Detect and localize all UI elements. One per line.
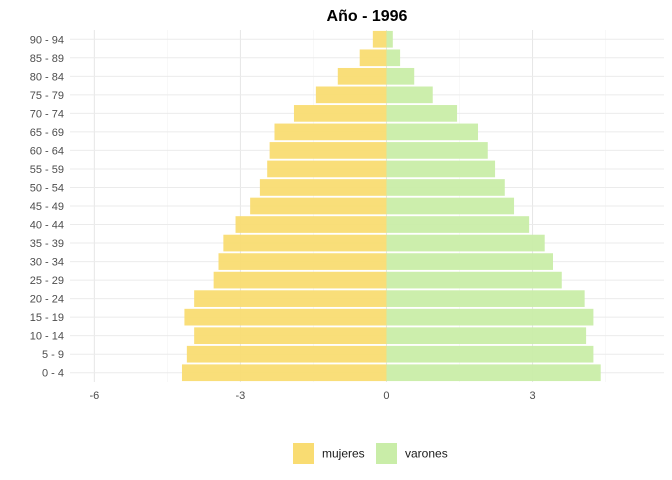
bar-mujeres-13 (274, 123, 387, 141)
bar-varones-8 (386, 216, 530, 233)
bar-varones-17 (386, 49, 401, 67)
bar-mujeres-3 (184, 308, 387, 326)
y-tick-label: 60 - 64 (30, 145, 64, 157)
x-tick-labels: -6 -3 0 3 (89, 390, 535, 402)
bar-varones-13 (386, 123, 479, 141)
y-tick-label: 65 - 69 (30, 127, 64, 139)
bar-mujeres-17 (359, 49, 387, 67)
bar-mujeres-1 (186, 345, 387, 363)
y-tick-label: 35 - 39 (30, 238, 64, 250)
bar-varones-2 (386, 327, 587, 345)
legend-label-varones: varones (405, 447, 448, 461)
bar-varones-1 (386, 345, 594, 363)
bar-mujeres-5 (213, 271, 387, 289)
bar-varones-4 (386, 290, 585, 307)
y-tick-label: 75 - 79 (30, 90, 64, 102)
y-tick-label: 45 - 49 (30, 201, 64, 213)
bar-mujeres-6 (218, 253, 387, 270)
y-tick-label: 5 - 9 (42, 349, 64, 361)
x-tick-label: 0 (383, 390, 389, 402)
bar-varones-10 (386, 179, 505, 196)
bar-mujeres-14 (293, 105, 387, 122)
bar-varones-14 (386, 105, 458, 122)
bar-mujeres-4 (194, 290, 387, 307)
y-tick-label: 30 - 34 (30, 257, 64, 269)
chart-title: Año - 1996 (327, 8, 408, 25)
y-tick-label: 25 - 29 (30, 275, 64, 287)
bar-varones-5 (386, 271, 562, 289)
bar-varones-12 (386, 142, 488, 159)
y-tick-label: 80 - 84 (30, 71, 64, 83)
bar-varones-11 (386, 160, 496, 178)
bar-varones-18 (386, 30, 393, 48)
bar-varones-7 (386, 234, 545, 252)
y-tick-label: 50 - 54 (30, 182, 64, 194)
legend-key-mujeres (293, 443, 314, 464)
bar-mujeres-9 (250, 197, 387, 215)
x-tick-label: -6 (89, 390, 99, 402)
y-tick-labels: 0 - 4 5 - 9 10 - 14 15 - 19 20 - 24 25 - 29 30… (30, 34, 64, 379)
y-tick-label: 15 - 19 (30, 312, 64, 324)
bar-varones-3 (386, 308, 594, 326)
y-tick-label: 85 - 89 (30, 53, 64, 65)
bar-mujeres-11 (267, 160, 387, 178)
y-tick-label: 55 - 59 (30, 164, 64, 176)
bar-mujeres-10 (259, 179, 387, 196)
bar-varones-16 (386, 67, 415, 85)
legend-key-varones (376, 443, 397, 464)
bar-mujeres-0 (181, 364, 387, 382)
bar-varones-0 (386, 364, 601, 382)
x-tick-label: -3 (236, 390, 246, 402)
bar-mujeres-2 (194, 327, 387, 345)
y-tick-label: 10 - 14 (30, 331, 64, 343)
bar-varones-9 (386, 197, 515, 215)
bar-varones-6 (386, 253, 553, 270)
y-tick-label: 40 - 44 (30, 220, 64, 232)
bar-mujeres-12 (269, 142, 387, 159)
legend-label-mujeres: mujeres (322, 447, 365, 461)
x-tick-label: 3 (529, 390, 535, 402)
bar-mujeres-18 (372, 30, 387, 48)
y-tick-label: 0 - 4 (42, 368, 64, 380)
y-tick-label: 90 - 94 (30, 34, 64, 46)
bar-mujeres-7 (223, 234, 387, 252)
y-tick-label: 70 - 74 (30, 108, 64, 120)
bar-mujeres-8 (235, 216, 387, 233)
bar-mujeres-16 (337, 67, 387, 85)
bar-mujeres-15 (315, 86, 387, 104)
legend: mujeres varones (293, 443, 448, 464)
y-tick-label: 20 - 24 (30, 294, 64, 306)
bar-varones-15 (386, 86, 433, 104)
bars (181, 30, 601, 382)
